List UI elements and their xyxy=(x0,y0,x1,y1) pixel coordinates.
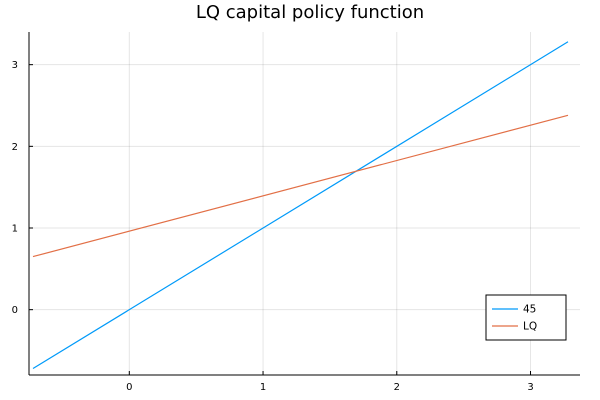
legend-box xyxy=(485,294,567,341)
x-tick-label: 0 xyxy=(126,382,132,393)
y-tick-label: 1 xyxy=(12,224,18,235)
y-tick-label: 0 xyxy=(12,305,18,316)
series-line-lq xyxy=(32,114,569,258)
grid xyxy=(29,32,580,375)
axes: 0 1 2 3 0 1 2 3 xyxy=(12,32,580,393)
legend: 45 LQ xyxy=(485,294,567,341)
series-line-45 xyxy=(32,41,569,370)
x-tick-label: 1 xyxy=(260,382,266,393)
x-tick-label: 2 xyxy=(394,382,400,393)
chart-title: LQ capital policy function xyxy=(196,2,424,23)
series-lines xyxy=(32,41,569,370)
y-tick-label: 3 xyxy=(12,60,18,71)
legend-label: 45 xyxy=(523,304,536,316)
y-tick-label: 2 xyxy=(12,142,18,153)
legend-label: LQ xyxy=(523,321,537,333)
x-tick-label: 3 xyxy=(527,382,533,393)
